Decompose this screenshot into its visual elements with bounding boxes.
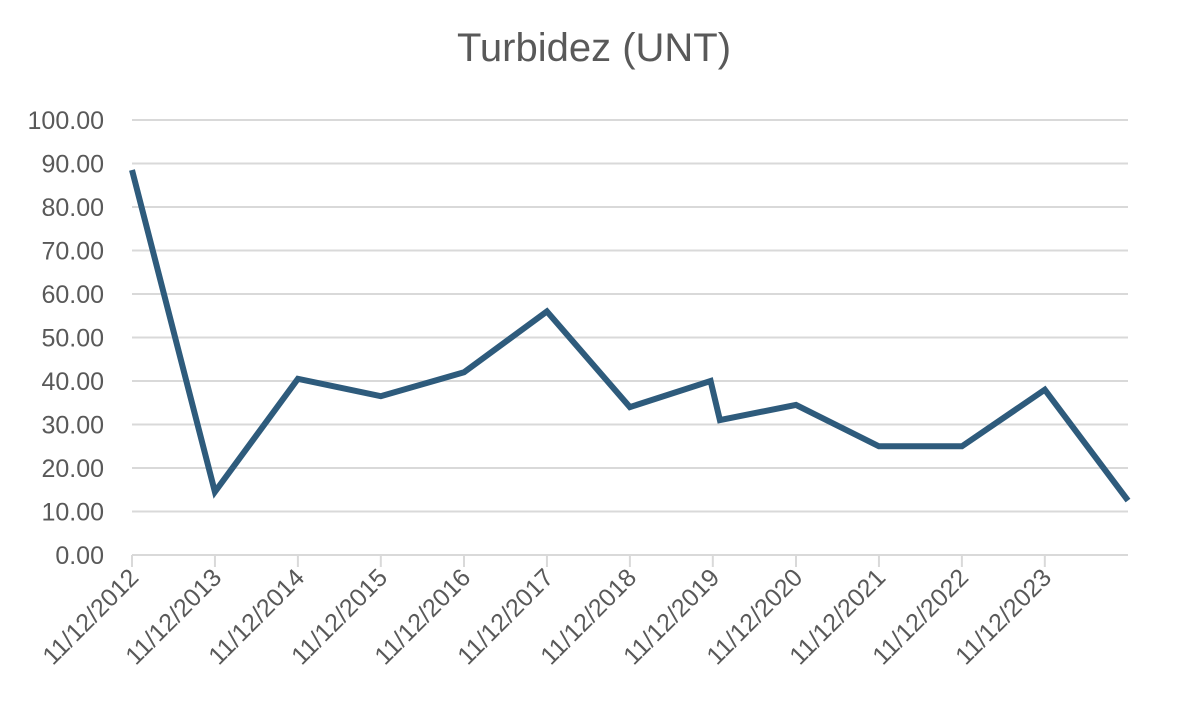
y-tick-label: 90.00 xyxy=(41,151,104,179)
y-tick-label: 20.00 xyxy=(41,455,104,483)
y-tick-label: 70.00 xyxy=(41,238,104,266)
y-tick-label: 30.00 xyxy=(41,412,104,440)
y-axis: 0.00 10.00 20.00 30.00 40.00 50.00 60.00 70.00 8… xyxy=(28,107,104,570)
series-line xyxy=(129,169,1131,503)
series-layer xyxy=(129,169,1131,503)
y-tick-label: 80.00 xyxy=(41,194,104,222)
y-tick-label: 0.00 xyxy=(55,542,104,570)
y-tick-label: 60.00 xyxy=(41,281,104,309)
y-tick-label: 40.00 xyxy=(41,368,104,396)
x-axis: 11/12/201211/12/201311/12/201411/12/2015… xyxy=(37,554,1128,670)
y-tick-label: 50.00 xyxy=(41,325,104,353)
y-tick-label: 100.00 xyxy=(28,107,104,135)
gridlines xyxy=(132,119,1128,513)
y-tick-label: 10.00 xyxy=(41,499,104,527)
chart-title: Turbidez (UNT) xyxy=(456,26,732,70)
